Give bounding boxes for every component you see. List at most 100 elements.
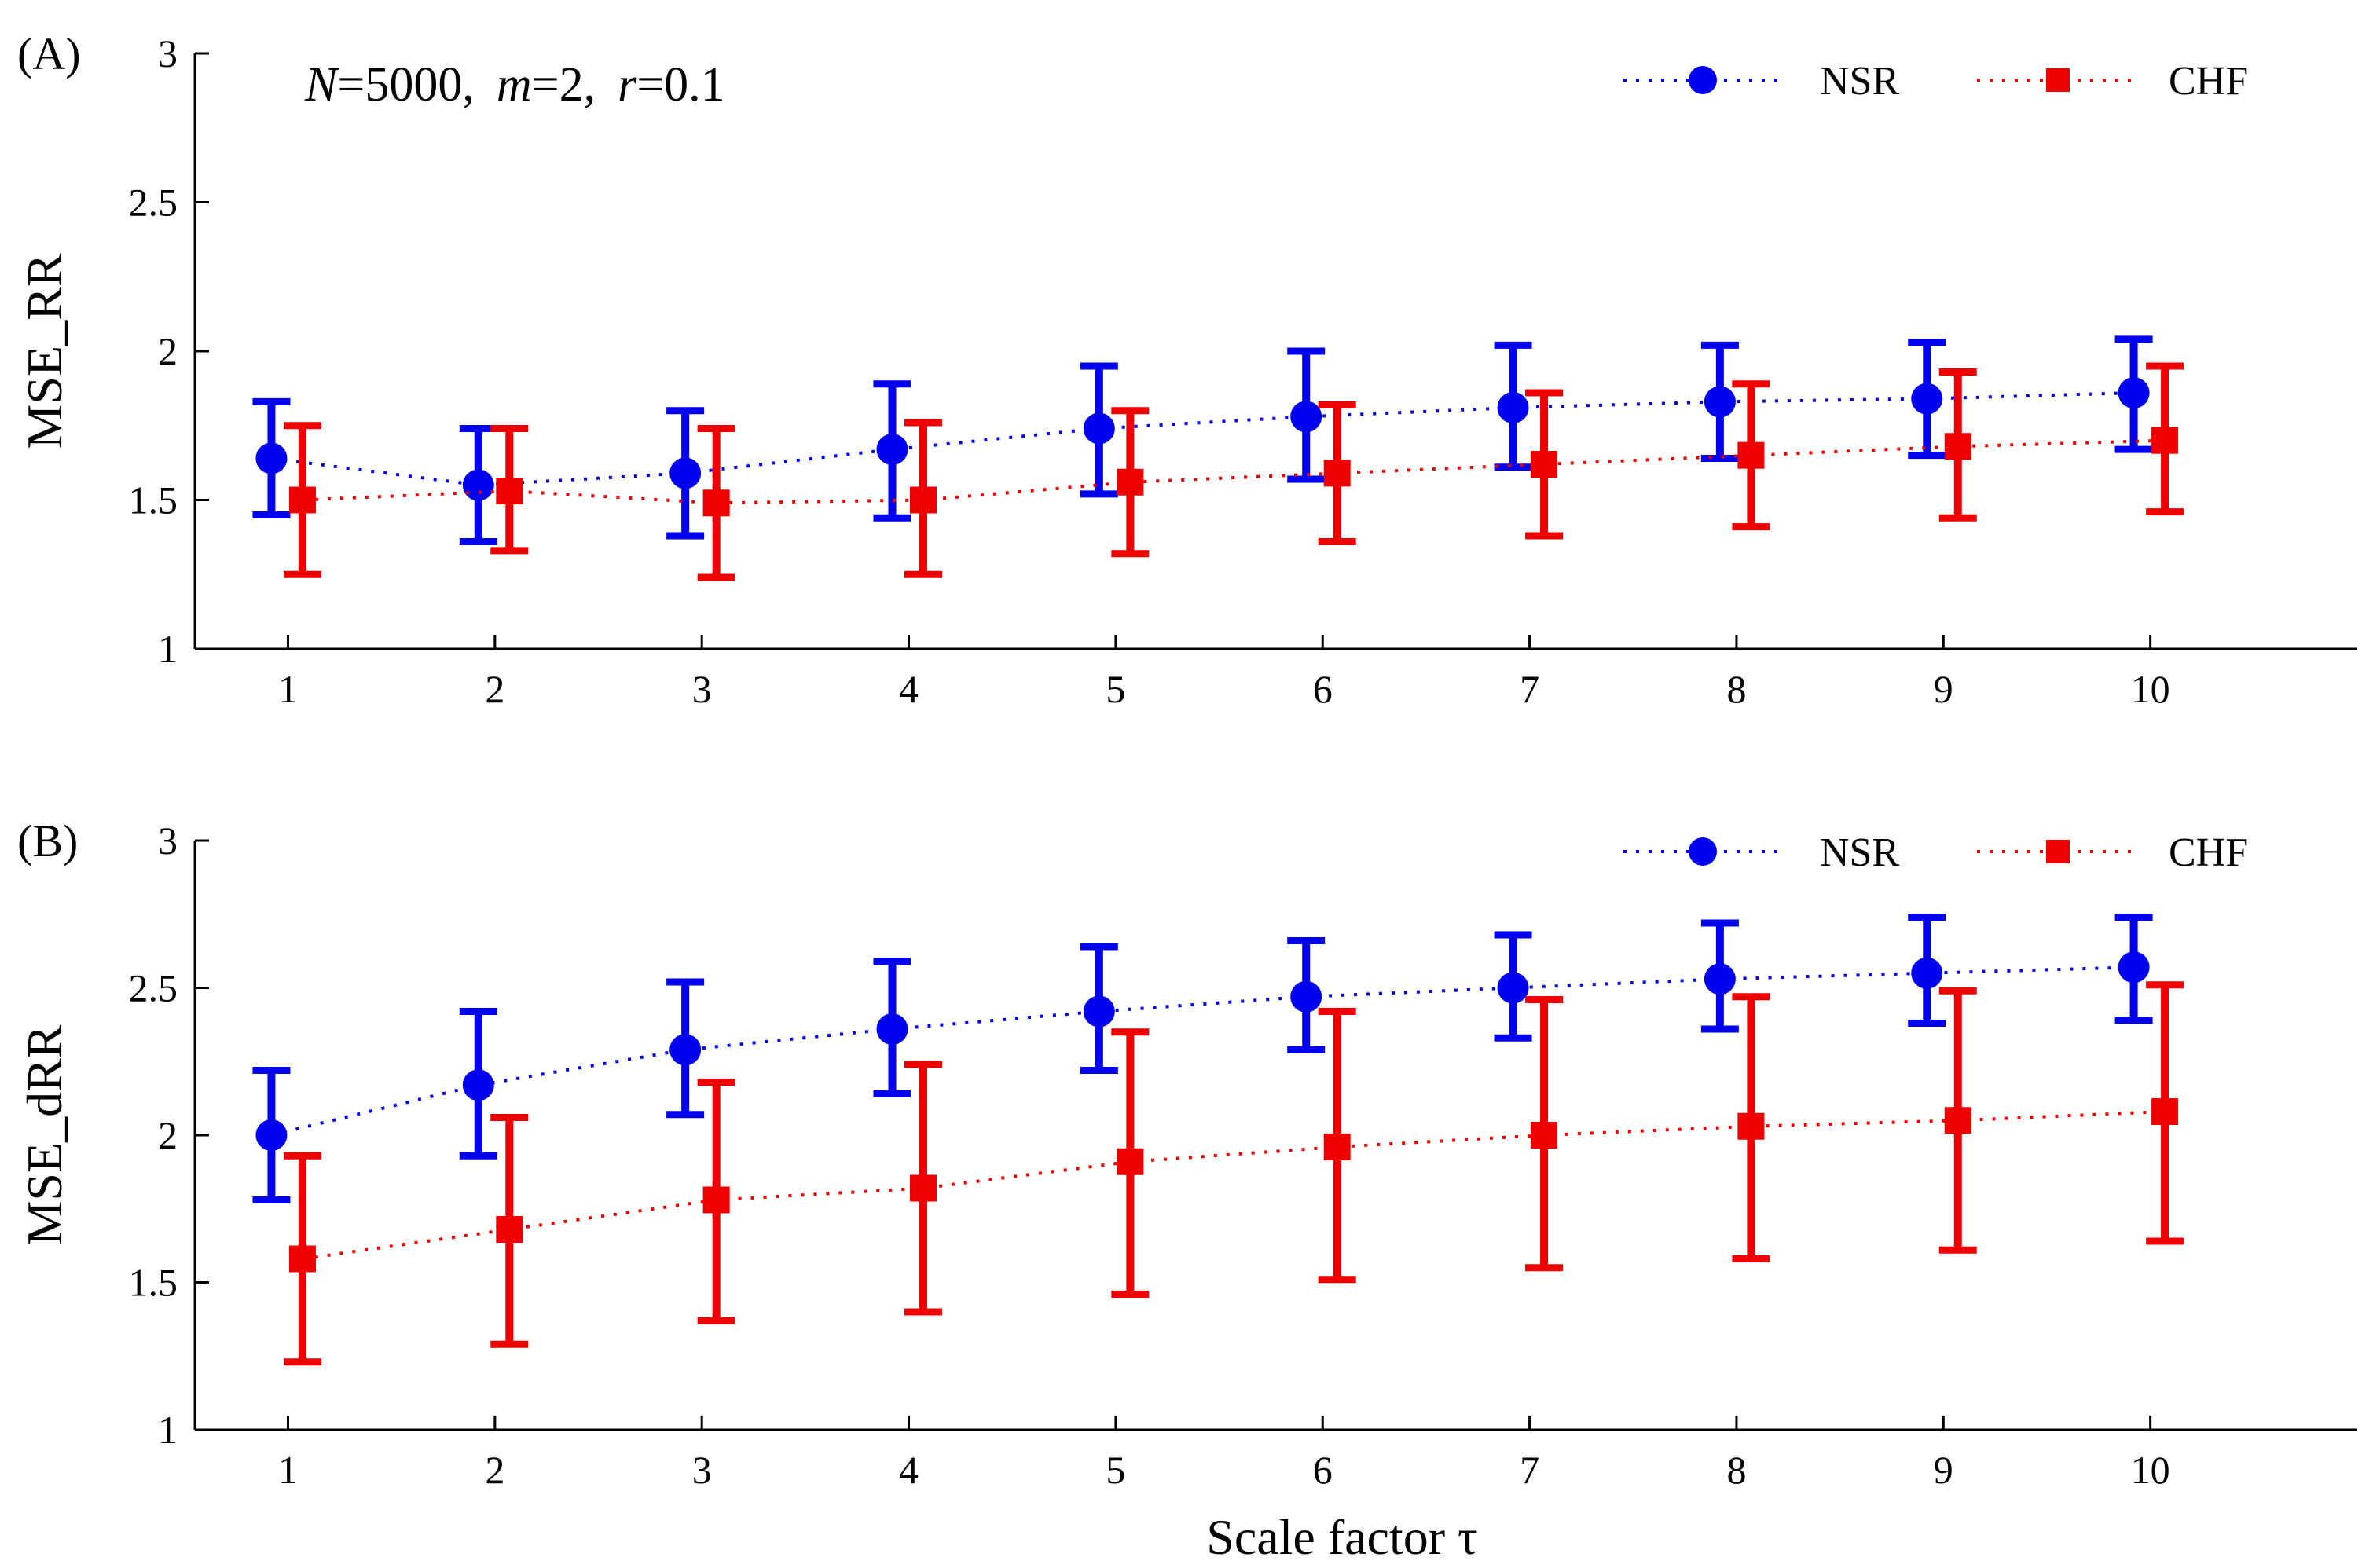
data-point-nsr (1083, 995, 1115, 1028)
series-line-chf (302, 438, 2166, 505)
y-axis-label: MSE_dRR (17, 1024, 72, 1245)
x-tick-label: 5 (1106, 667, 1125, 711)
legend-label: CHF (2169, 830, 2248, 875)
x-tick-label: 7 (1520, 1448, 1539, 1492)
data-point-nsr (1497, 972, 1529, 1004)
data-point-chf (2151, 1098, 2179, 1125)
x-tick-label: 3 (692, 667, 712, 711)
x-tick-label: 8 (1726, 1448, 1746, 1492)
series-nsr (252, 914, 2153, 1203)
data-point-chf (288, 1245, 316, 1273)
x-tick-label: 2 (485, 1448, 504, 1492)
data-point-chf (1737, 441, 1765, 469)
y-tick-label: 2 (158, 329, 178, 373)
x-tick-label: 8 (1726, 667, 1746, 711)
data-point-chf (1531, 451, 1558, 478)
legend-entry-nsr: NSR (1623, 59, 1899, 104)
y-tick-label: 2.5 (129, 966, 178, 1010)
x-tick-label: 6 (1313, 1448, 1333, 1492)
data-point-chf (1323, 1134, 1351, 1160)
x-tick-label: 10 (2131, 1448, 2170, 1492)
legend-marker (1689, 837, 1717, 866)
legend-marker (2046, 68, 2070, 92)
data-point-nsr (2118, 951, 2150, 984)
legend: NSR CHF (1623, 830, 2248, 875)
panel-label-b: (B) (17, 815, 78, 866)
x-tick-label: 3 (692, 1448, 712, 1492)
series-nsr (252, 335, 2153, 546)
y-tick-label: 3 (158, 819, 178, 863)
x-tick-label: 4 (899, 1448, 919, 1492)
series-line-nsr (270, 965, 2134, 1137)
x-tick-label: 1 (278, 1448, 298, 1492)
annotation-n-var: N (304, 58, 340, 112)
data-point-nsr (462, 1069, 494, 1101)
data-point-nsr (255, 442, 288, 474)
data-point-nsr (1704, 963, 1736, 995)
data-point-nsr (1290, 980, 1322, 1013)
data-point-chf (1117, 468, 1144, 496)
series-chf (283, 981, 2184, 1366)
series-chf (283, 362, 2184, 581)
annotation-m-value: =2, (532, 58, 596, 112)
parameter-annotation: N=5000, m=2, r=0.1 (304, 58, 725, 112)
data-point-chf (702, 489, 730, 517)
legend-entry-chf: CHF (1977, 830, 2248, 875)
data-point-chf (288, 486, 316, 514)
y-tick-label: 2 (158, 1113, 178, 1157)
data-point-nsr (1497, 392, 1529, 424)
x-tick-label: 9 (1934, 667, 1953, 711)
legend-label: NSR (1820, 59, 1899, 104)
data-point-chf (702, 1186, 730, 1214)
legend-label: CHF (2169, 59, 2248, 104)
y-tick-label: 1.5 (129, 478, 178, 522)
series-line-chf (302, 1110, 2166, 1261)
data-point-nsr (1911, 383, 1943, 415)
y-tick-label: 1.5 (129, 1261, 178, 1305)
data-point-nsr (876, 434, 908, 466)
x-tick-label: 7 (1520, 667, 1539, 711)
data-point-nsr (1083, 412, 1115, 445)
data-point-nsr (462, 469, 494, 501)
x-tick-label: 6 (1313, 667, 1333, 711)
panel-label-a: (A) (17, 28, 81, 79)
data-point-nsr (1704, 386, 1736, 418)
data-point-chf (1531, 1122, 1558, 1149)
data-point-chf (909, 1174, 937, 1202)
data-point-nsr (876, 1013, 908, 1045)
panel-b: (B) 1 1.5 2 2.5 3 1 2 3 4 5 6 7 8 9 10 MSE_dRR Scale fac… (17, 815, 2357, 1565)
y-tick-label: 3 (158, 31, 178, 75)
data-point-chf (909, 486, 937, 514)
data-point-chf (496, 478, 523, 505)
data-point-nsr (255, 1119, 288, 1151)
x-axis-label: Scale factor τ (1206, 1509, 1478, 1565)
legend: NSR CHF (1623, 59, 2248, 104)
data-point-nsr (1911, 957, 1943, 989)
legend-entry-nsr: NSR (1623, 830, 1899, 875)
series-line-nsr (271, 391, 2134, 487)
x-tick-label: 1 (278, 667, 298, 711)
y-axis-label: MSE_RR (17, 253, 72, 449)
x-tick-label: 5 (1106, 1448, 1125, 1492)
data-point-chf (1323, 460, 1351, 487)
data-point-chf (496, 1216, 523, 1243)
legend-marker (2046, 840, 2070, 863)
legend-marker (1689, 66, 1717, 94)
annotation-m-var: m (497, 58, 532, 112)
panel-a: (A) N=5000, m=2, r=0.1 1 1.5 2 2.5 3 1 2 3 4 5 6 7 8 9 1… (17, 28, 2357, 711)
x-tick-label: 2 (485, 667, 504, 711)
legend-label: NSR (1820, 830, 1899, 875)
x-tick-label: 10 (2131, 667, 2170, 711)
data-point-chf (1737, 1112, 1765, 1140)
annotation-r-var: r (618, 58, 637, 112)
y-tick-label: 1 (158, 627, 178, 671)
data-point-chf (1944, 1107, 1971, 1134)
data-point-chf (2151, 427, 2179, 454)
annotation-n-value: =5000, (337, 58, 474, 112)
data-point-nsr (669, 1034, 702, 1066)
data-point-nsr (2118, 377, 2150, 409)
data-point-chf (1944, 433, 1971, 460)
annotation-r-value: =0.1 (636, 58, 724, 112)
data-point-nsr (669, 457, 702, 489)
